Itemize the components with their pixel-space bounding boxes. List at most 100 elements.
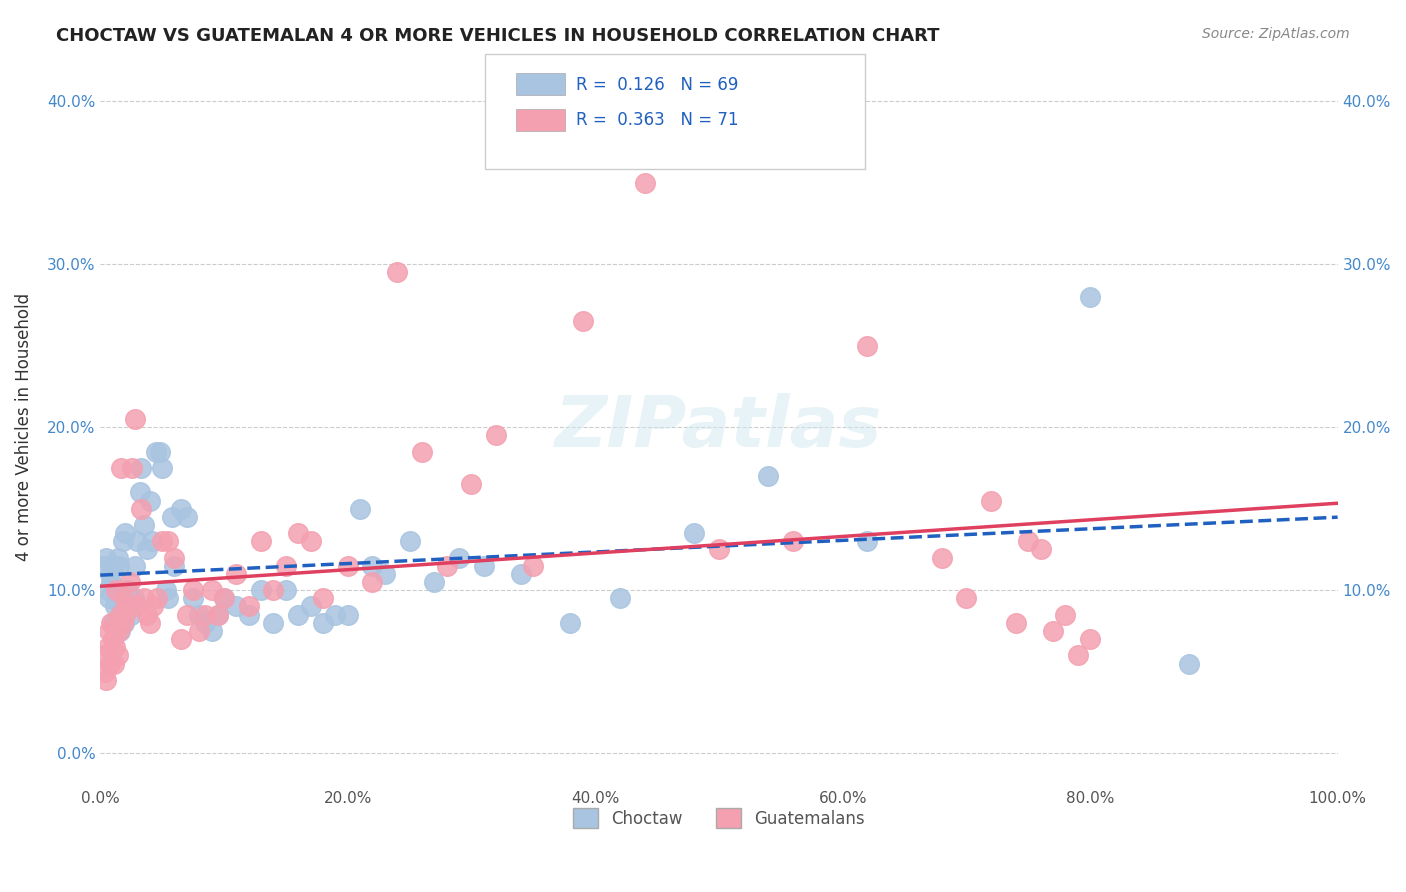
Point [114,607,136,622]
Point [609,591,631,606]
Point [683,526,706,541]
Point [176,607,198,622]
Point [980,493,1002,508]
Point [139,493,162,508]
Point [124,412,146,426]
Point [103,558,125,573]
Point [287,607,309,622]
Point [114,526,136,541]
Point [132,518,155,533]
Point [758,469,780,483]
Point [127,599,149,614]
Point [336,607,359,622]
Point [274,558,297,573]
Text: Source: ZipAtlas.com: Source: ZipAtlas.com [1202,27,1350,41]
Point [485,428,508,442]
Point [141,534,163,549]
Point [97,591,120,606]
Point [1005,615,1028,630]
Point [263,615,285,630]
Point [146,591,169,606]
Point [201,624,224,638]
Legend: Choctaw, Guatemalans: Choctaw, Guatemalans [567,801,872,835]
Point [423,574,446,589]
Point [238,599,260,614]
Point [117,583,139,598]
Point [149,444,172,458]
Point [856,338,879,352]
Point [118,574,141,589]
Point [100,615,122,630]
Point [1042,624,1064,638]
Point [170,632,193,646]
Point [129,501,152,516]
Point [212,591,235,606]
Point [856,534,879,549]
Point [460,477,482,491]
Point [97,640,120,655]
Point [181,591,204,606]
Point [118,591,141,606]
Text: ZIPatlas: ZIPatlas [555,392,883,462]
Point [1017,534,1039,549]
Point [263,583,285,598]
Text: R =  0.126   N = 69: R = 0.126 N = 69 [576,76,738,94]
Point [107,648,129,663]
Point [287,526,309,541]
Point [374,566,396,581]
Point [121,461,143,475]
Point [100,574,122,589]
Point [560,615,582,630]
Point [124,558,146,573]
Point [250,534,273,549]
Point [117,599,139,614]
Point [572,314,595,328]
Point [472,558,495,573]
Point [411,444,433,458]
Point [188,624,211,638]
Point [325,607,347,622]
Point [97,583,120,598]
Point [145,444,167,458]
Point [157,534,180,549]
Point [104,640,127,655]
Point [931,550,953,565]
Point [101,615,124,630]
Point [150,461,173,475]
Text: CHOCTAW VS GUATEMALAN 4 OR MORE VEHICLES IN HOUSEHOLD CORRELATION CHART: CHOCTAW VS GUATEMALAN 4 OR MORE VEHICLES… [56,27,939,45]
Point [127,534,149,549]
Point [163,558,186,573]
Point [225,566,247,581]
Point [176,509,198,524]
Point [312,615,335,630]
Point [97,624,120,638]
Point [510,566,533,581]
Point [160,509,183,524]
Point [782,534,804,549]
Point [111,534,134,549]
Point [387,265,409,279]
Point [207,607,229,622]
Point [274,583,297,598]
Point [955,591,977,606]
Point [108,607,131,622]
Point [157,591,180,606]
Point [112,615,135,630]
Point [1054,607,1077,622]
Point [299,599,322,614]
Point [128,485,150,500]
Point [136,542,159,557]
Point [299,534,322,549]
Point [1078,632,1101,646]
Point [93,558,115,573]
Point [707,542,730,557]
Point [101,632,124,646]
Point [634,176,657,190]
Point [188,607,211,622]
Text: R =  0.363   N = 71: R = 0.363 N = 71 [576,112,740,129]
Point [522,558,544,573]
Point [361,574,384,589]
Point [136,607,159,622]
Point [120,607,142,622]
Point [139,615,162,630]
